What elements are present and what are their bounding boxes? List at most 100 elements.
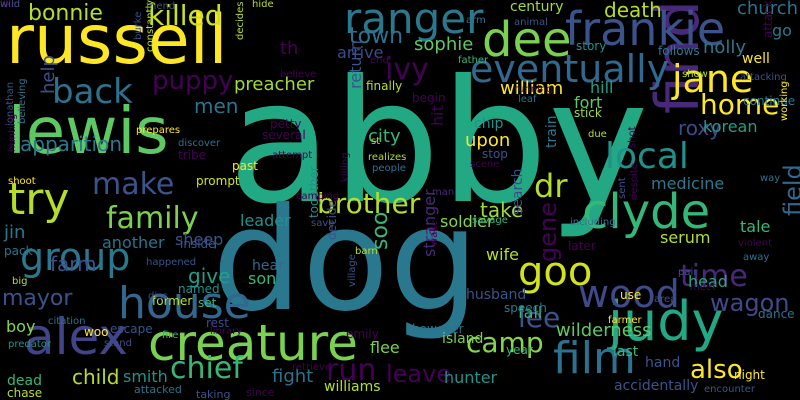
word-apparition: apparition bbox=[20, 132, 122, 156]
word-dance: dance bbox=[758, 307, 795, 321]
word-bonnie: bonnie bbox=[28, 1, 103, 26]
word-lewis: lewis bbox=[8, 95, 169, 169]
word-russell: russell bbox=[6, 1, 228, 80]
word-later: later bbox=[568, 239, 596, 253]
word-wilderness: wilderness bbox=[556, 320, 652, 341]
word-eventually: eventually bbox=[470, 47, 670, 91]
word-korean: korean bbox=[703, 117, 758, 136]
word-chief: chief bbox=[170, 351, 243, 386]
word-lee: lee bbox=[518, 301, 561, 334]
word-help: help bbox=[38, 55, 59, 94]
word-chase: chase bbox=[7, 386, 43, 400]
word-dee: dee bbox=[482, 12, 572, 68]
word-sent: sent bbox=[617, 177, 628, 199]
word-run: run bbox=[326, 353, 377, 388]
word-set: set bbox=[198, 296, 217, 310]
word-house: house bbox=[118, 278, 251, 329]
word-well: well bbox=[742, 51, 770, 67]
word-camp: camp bbox=[466, 326, 544, 359]
word-hand: hand bbox=[645, 355, 681, 371]
word-give: give bbox=[188, 264, 231, 288]
word-citation: citation bbox=[48, 316, 86, 327]
word-shot: shot bbox=[627, 126, 638, 148]
word-boy: boy bbox=[6, 317, 36, 336]
word-field: field bbox=[779, 164, 800, 216]
word-creature: creature bbox=[148, 314, 358, 372]
word-wake: wake bbox=[429, 220, 440, 246]
word-train: train bbox=[544, 115, 560, 148]
word-mayor: mayor bbox=[2, 286, 73, 311]
word-try: try bbox=[8, 174, 70, 225]
word-attack: attack bbox=[761, 0, 775, 38]
word-family: family bbox=[106, 201, 199, 236]
word-soo: soo bbox=[368, 211, 393, 250]
word-man: man bbox=[432, 187, 455, 198]
word-also: also bbox=[690, 355, 743, 385]
word-judy: judy bbox=[608, 290, 724, 353]
word-serum: serum bbox=[660, 228, 711, 247]
word-save: save bbox=[311, 218, 335, 229]
word-leave: leave bbox=[386, 360, 452, 388]
word-local: local bbox=[605, 136, 689, 177]
word-barn: barn bbox=[355, 246, 378, 257]
word-prompt: prompt bbox=[196, 174, 240, 188]
word-gene: gene bbox=[534, 202, 562, 262]
word-village: village bbox=[347, 254, 358, 287]
word-ranger: ranger bbox=[344, 0, 484, 43]
word-go: go bbox=[772, 21, 792, 40]
word-fort: fort bbox=[574, 93, 603, 112]
word-escape: escape bbox=[110, 322, 153, 336]
word-smith: smith bbox=[123, 367, 168, 386]
word-named: named bbox=[178, 282, 220, 296]
word-puppy: puppy bbox=[152, 66, 234, 96]
word-inside: inside bbox=[180, 237, 216, 251]
word-working: working bbox=[779, 81, 790, 121]
word-big: big bbox=[12, 276, 28, 287]
word-last: last bbox=[613, 344, 639, 360]
word-william: william bbox=[500, 78, 564, 99]
word-discover: discover bbox=[178, 138, 221, 149]
word-century: century bbox=[510, 0, 564, 15]
word-emily: emily bbox=[346, 327, 379, 341]
word-father: father bbox=[458, 55, 489, 66]
word-show: show bbox=[682, 69, 708, 80]
word-hit: hit bbox=[428, 105, 447, 126]
word-taking: taking bbox=[196, 388, 231, 400]
word-hill: hill bbox=[590, 78, 614, 97]
word-burke: burke bbox=[133, 11, 144, 40]
word-predator: predator bbox=[8, 339, 52, 350]
word-continue: continue bbox=[743, 94, 796, 108]
word-goo: goo bbox=[518, 249, 593, 295]
word-men: men bbox=[194, 94, 239, 118]
word-church: church bbox=[737, 0, 799, 19]
word-stick: stick bbox=[574, 106, 602, 120]
word-realizes: realizes bbox=[368, 152, 407, 163]
word-woo: woo bbox=[84, 325, 109, 339]
word-night: night bbox=[734, 368, 765, 382]
word-end: end bbox=[370, 55, 389, 66]
word-running: running bbox=[514, 84, 553, 95]
word-constantly: constantly bbox=[145, 0, 156, 53]
word-attempt: attempt bbox=[272, 150, 313, 161]
word-holly: holly bbox=[703, 37, 747, 58]
word-friend: friend bbox=[146, 1, 176, 12]
word-story: story bbox=[576, 39, 607, 53]
word-head: head bbox=[688, 272, 728, 291]
word-pair: pair bbox=[678, 267, 698, 278]
word-begin: begin bbox=[412, 91, 446, 105]
word-stop: stop bbox=[482, 147, 508, 161]
word-animal: animal bbox=[514, 17, 548, 28]
word-dog: dog bbox=[212, 178, 480, 343]
word-savage: savage bbox=[472, 215, 508, 226]
word-dead: dead bbox=[7, 373, 42, 389]
word-williams: williams bbox=[324, 379, 381, 395]
word-hunter: hunter bbox=[444, 368, 498, 387]
word-tale: tale bbox=[740, 217, 771, 236]
word-city: city bbox=[368, 126, 401, 147]
word-fight: fight bbox=[272, 366, 314, 387]
word-follows: follows bbox=[658, 44, 700, 58]
word-believing: believing bbox=[17, 78, 28, 124]
word-arrive: arrive bbox=[337, 43, 384, 62]
word-shoot: shoot bbox=[8, 176, 36, 187]
